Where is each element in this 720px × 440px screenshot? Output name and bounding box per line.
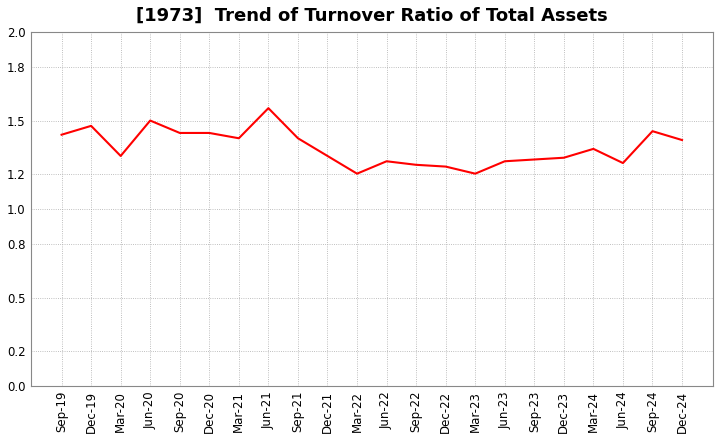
Title: [1973]  Trend of Turnover Ratio of Total Assets: [1973] Trend of Turnover Ratio of Total … xyxy=(136,7,608,25)
